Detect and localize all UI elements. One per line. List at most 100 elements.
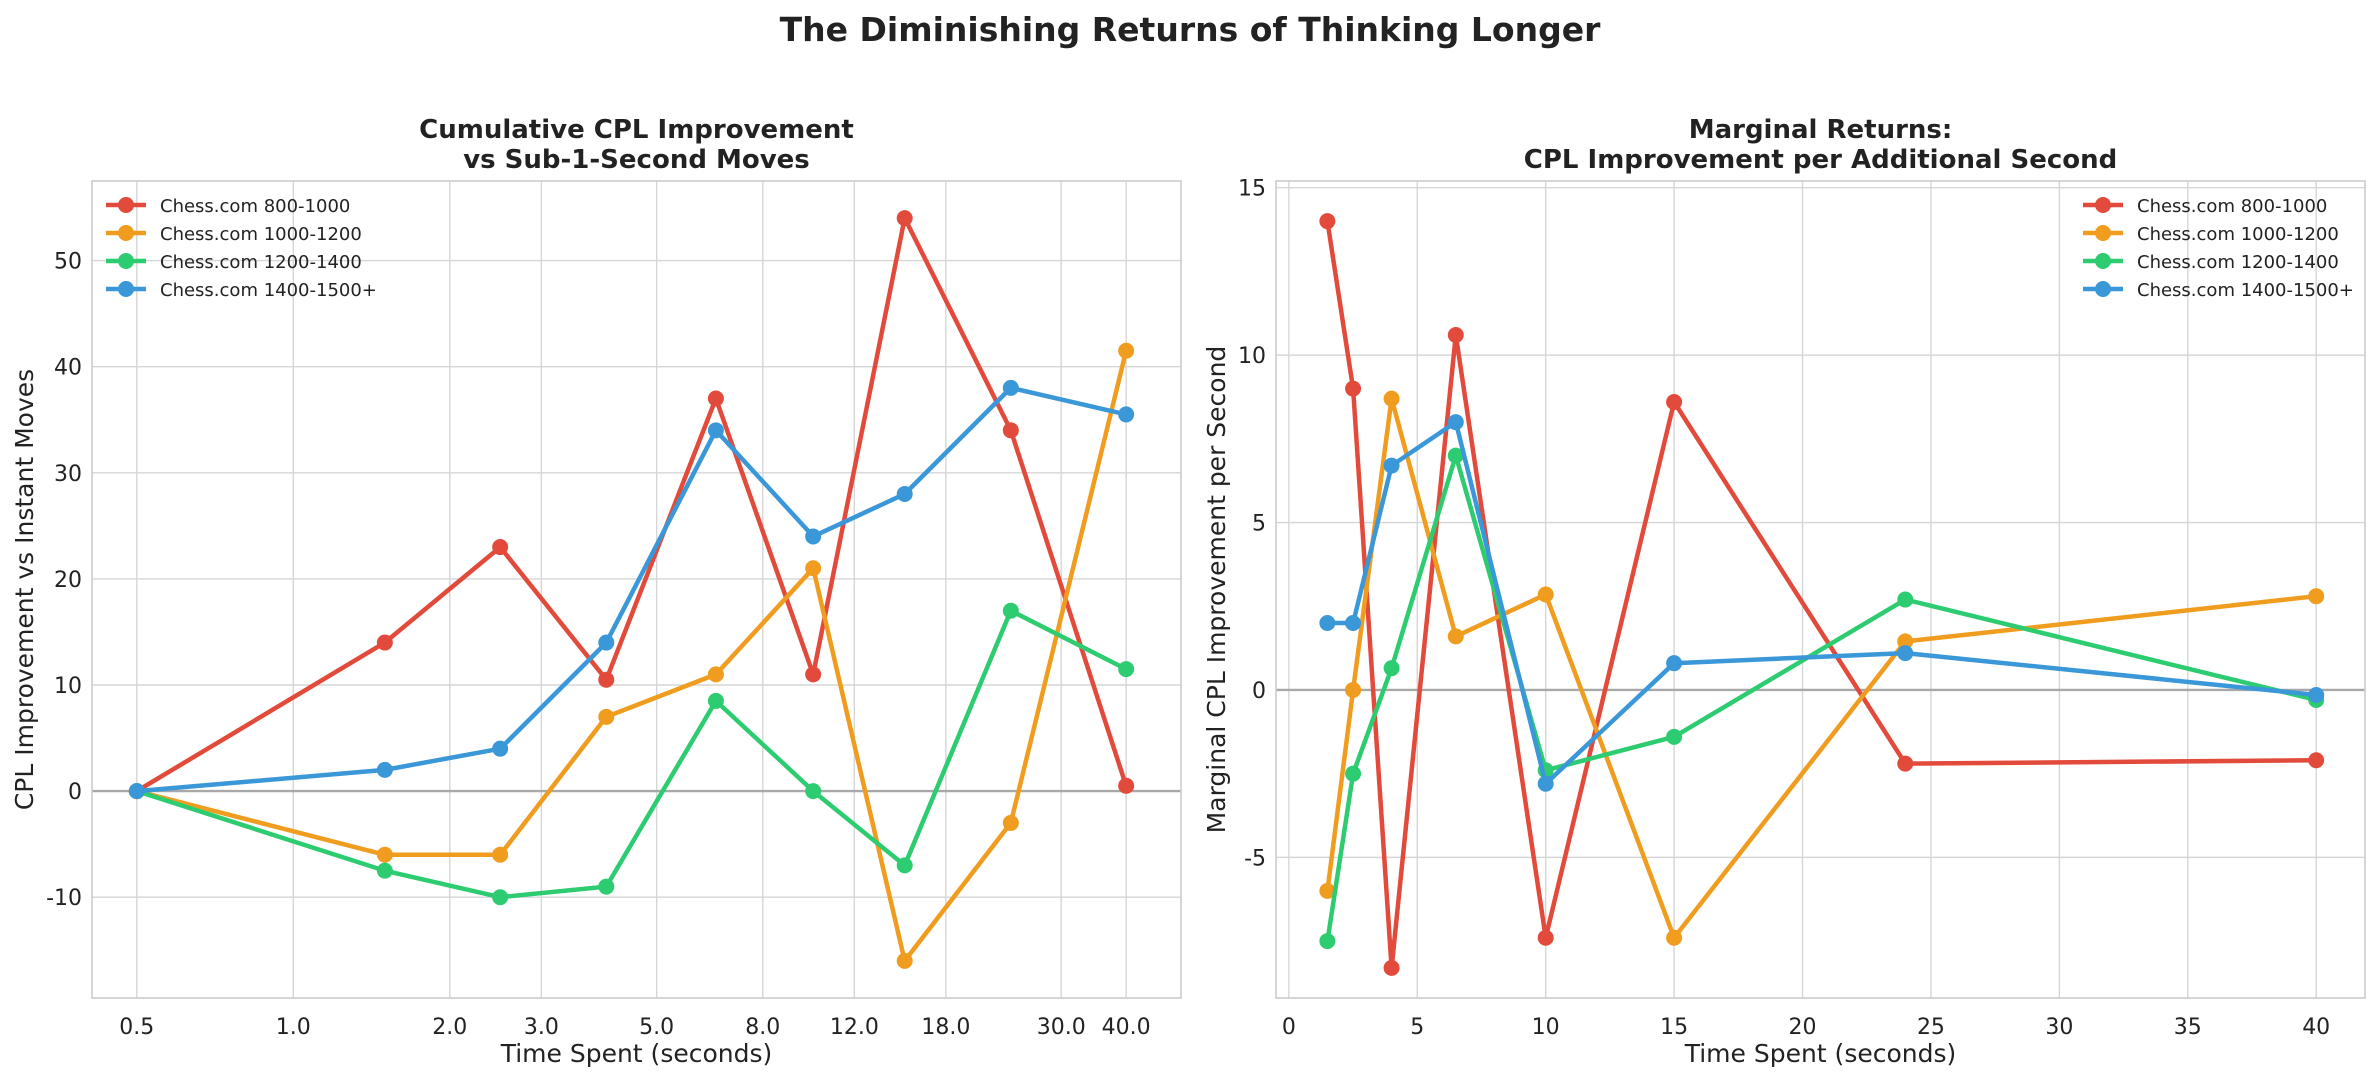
y-tick-label: 10 <box>1238 344 1266 369</box>
plot-frame <box>1275 180 2366 999</box>
data-point <box>376 761 393 778</box>
data-point <box>1319 213 1336 230</box>
legend-swatch-marker <box>118 253 134 269</box>
y-tick-label: 0 <box>68 780 82 805</box>
legend-swatch-marker <box>118 225 134 241</box>
data-point <box>896 857 913 874</box>
data-point <box>1118 342 1135 359</box>
data-point <box>1002 602 1019 619</box>
data-point <box>2308 686 2325 703</box>
x-tick-label: 0.5 <box>119 1015 154 1040</box>
data-point <box>1897 633 1914 650</box>
data-point <box>1002 379 1019 396</box>
data-point <box>1345 380 1362 397</box>
series-line <box>1325 453 2317 942</box>
data-point <box>598 671 615 688</box>
x-tick-label: 5.0 <box>639 1015 674 1040</box>
data-point <box>896 952 913 969</box>
y-tick-label: 30 <box>54 462 82 487</box>
chart-title: Cumulative CPL Improvement <box>419 115 854 145</box>
data-point <box>1447 327 1464 344</box>
x-tick-label: 30.0 <box>1037 1015 1086 1040</box>
data-point <box>1666 728 1683 745</box>
x-tick-label: 15 <box>1660 1015 1688 1040</box>
legend: Chess.com 800-1000 Chess.com 1000-1200 Che… <box>2083 196 2354 301</box>
data-point <box>1383 390 1400 407</box>
plot-frame <box>91 180 1182 999</box>
data-point <box>1447 447 1464 464</box>
series-line <box>1325 220 2317 971</box>
data-point <box>805 528 822 545</box>
data-point <box>1666 929 1683 946</box>
x-tick-label: 40.0 <box>1102 1015 1151 1040</box>
y-tick-label: 40 <box>54 356 82 381</box>
data-point <box>492 889 509 906</box>
data-point <box>1118 661 1135 678</box>
data-point <box>2308 588 2325 605</box>
legend: Chess.com 800-1000 Chess.com 1000-1200 Che… <box>106 196 377 301</box>
legend-entry: Chess.com 1200-1400 <box>160 252 362 273</box>
legend-entry: Chess.com 800-1000 <box>2137 196 2327 217</box>
x-tick-label: 30 <box>2045 1015 2073 1040</box>
legend-entry: Chess.com 1200-1400 <box>2137 252 2339 273</box>
x-tick-label: 1.0 <box>276 1015 311 1040</box>
data-point <box>1319 614 1336 631</box>
y-axis-label: CPL Improvement vs Instant Moves <box>10 369 39 810</box>
y-tick-label: 10 <box>54 674 82 699</box>
x-tick-label: 18.0 <box>921 1015 970 1040</box>
data-point <box>1118 777 1135 794</box>
legend-entry: Chess.com 1400-1500+ <box>2137 280 2354 301</box>
data-point <box>896 210 913 227</box>
data-point <box>598 878 615 895</box>
y-tick-label: 50 <box>54 250 82 275</box>
legend-entry: Chess.com 800-1000 <box>160 196 350 217</box>
y-tick-label: -5 <box>1244 846 1266 871</box>
legend-entry: Chess.com 1000-1200 <box>160 224 362 245</box>
x-tick-label: 5 <box>1410 1015 1424 1040</box>
y-tick-label: 20 <box>54 568 82 593</box>
data-point <box>376 862 393 879</box>
data-point <box>707 422 724 439</box>
x-tick-label: 8.0 <box>745 1015 780 1040</box>
chart-panel-1: 0.5 1.0 2.0 3.0 5.0 8.0 12.0 18.0 30.0 40.0 -10 0 10… <box>10 115 1182 1068</box>
legend-swatch-marker <box>2095 225 2111 241</box>
x-tick-label: 0 <box>1282 1015 1296 1040</box>
data-point <box>1319 882 1336 899</box>
x-tick-label: 25 <box>1917 1015 1945 1040</box>
data-point <box>1345 765 1362 782</box>
data-point <box>1897 755 1914 772</box>
data-point <box>707 390 724 407</box>
x-tick-label: 2.0 <box>432 1015 467 1040</box>
data-point <box>1383 457 1400 474</box>
data-point <box>1447 414 1464 431</box>
data-point <box>1537 775 1554 792</box>
data-point <box>896 486 913 503</box>
data-point <box>492 846 509 863</box>
data-point <box>1345 614 1362 631</box>
data-point <box>1118 406 1135 423</box>
legend-entry: Chess.com 1400-1500+ <box>160 280 377 301</box>
x-axis-label: Time Spent (seconds) <box>500 1039 773 1068</box>
data-point <box>805 560 822 577</box>
data-point <box>1897 645 1914 662</box>
series-line <box>136 608 1128 900</box>
data-point <box>1345 681 1362 698</box>
x-tick-label: 12.0 <box>830 1015 879 1040</box>
data-point <box>1666 393 1683 410</box>
data-point <box>1002 814 1019 831</box>
data-point <box>376 846 393 863</box>
data-point <box>376 634 393 651</box>
legend-swatch-marker <box>118 281 134 297</box>
data-point <box>707 692 724 709</box>
series-line <box>136 385 1127 794</box>
legend-swatch-marker <box>2095 281 2111 297</box>
legend-swatch-marker <box>2095 197 2111 213</box>
y-tick-label: 5 <box>1252 512 1266 537</box>
data-point <box>1383 959 1400 976</box>
legend-swatch-marker <box>118 197 134 213</box>
data-point <box>1002 422 1019 439</box>
data-point <box>805 783 822 800</box>
